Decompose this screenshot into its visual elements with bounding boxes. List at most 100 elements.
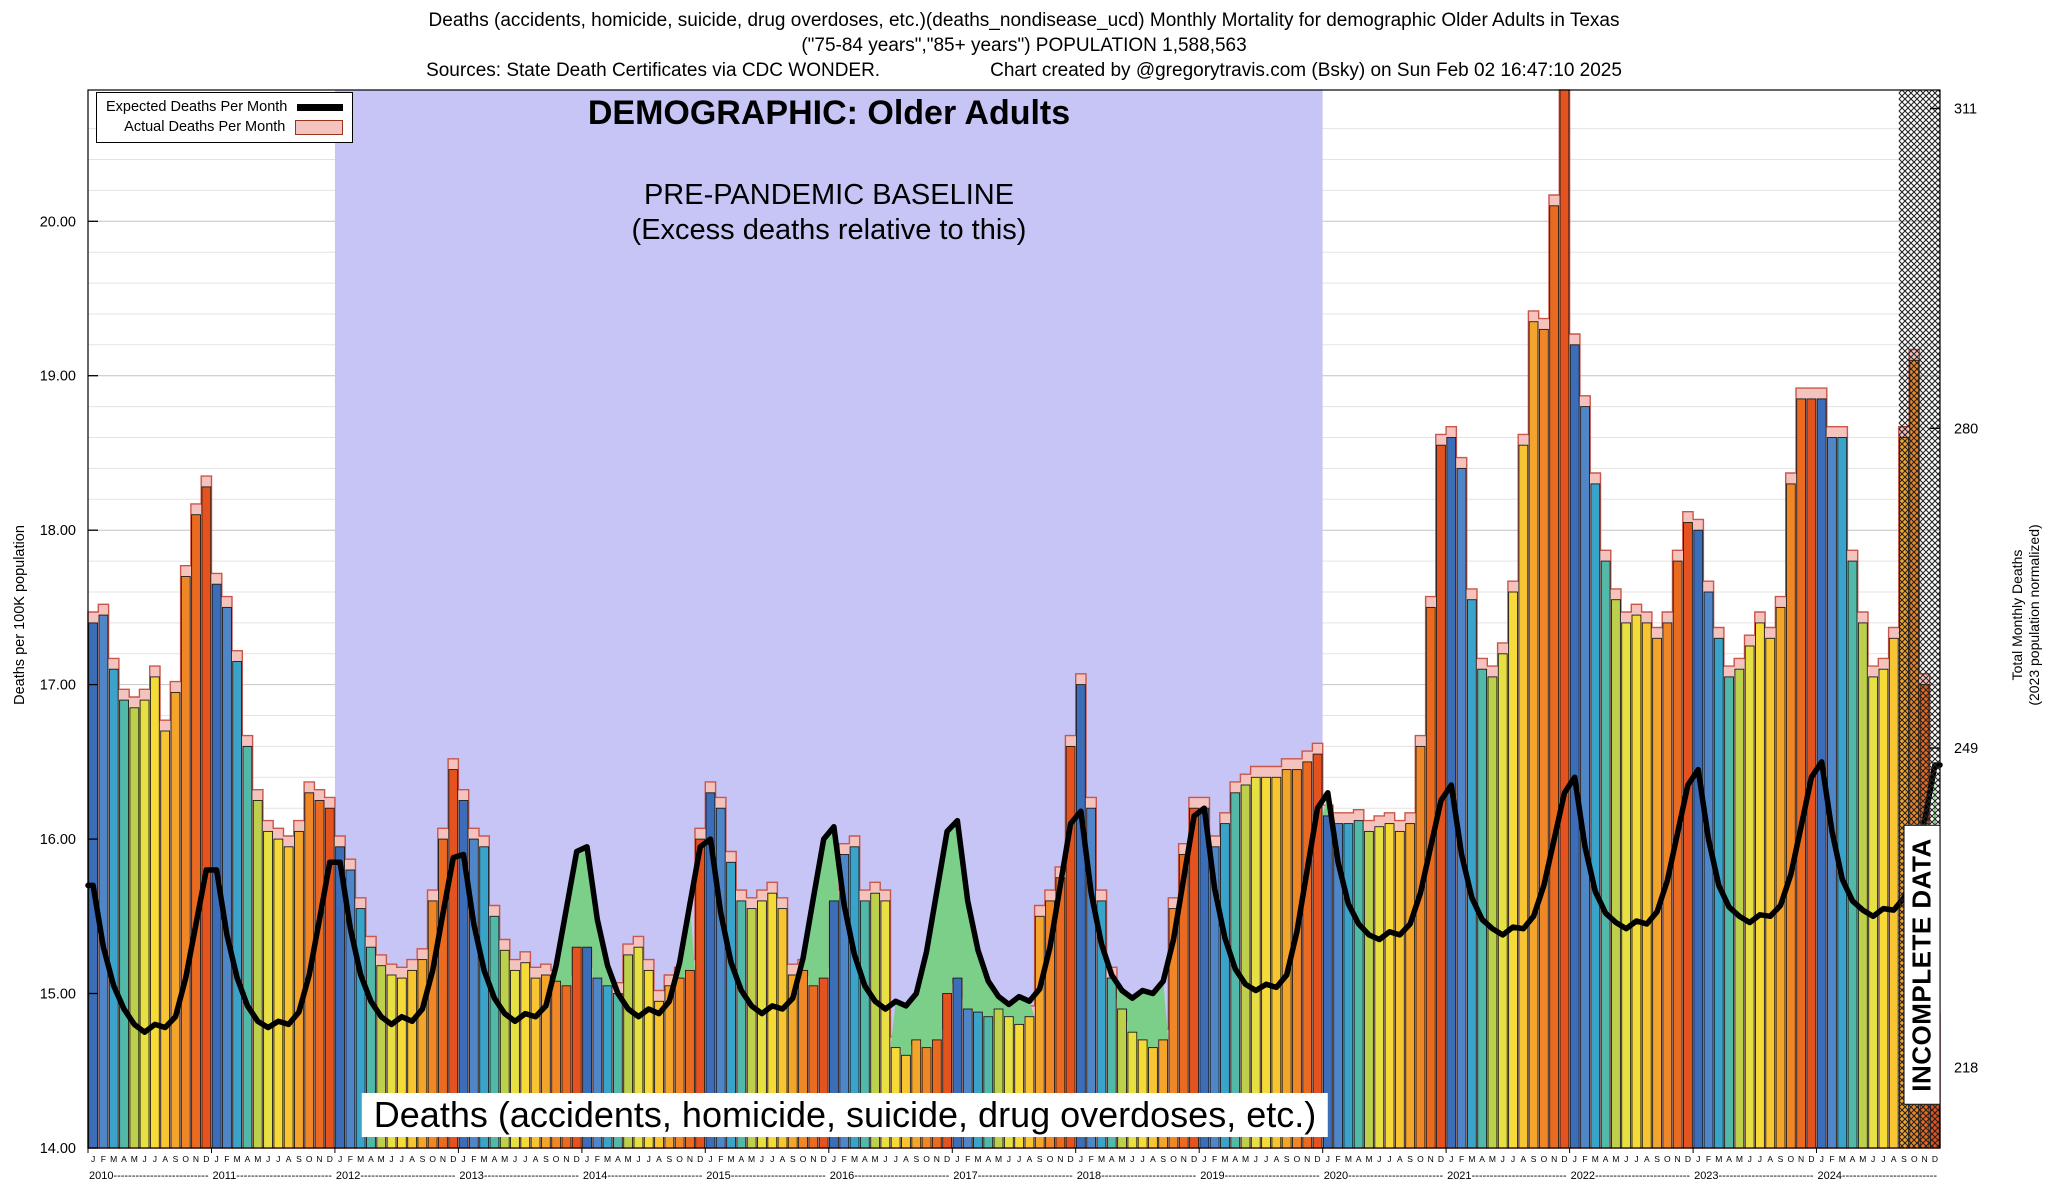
year-label: 2010-------------------------- [89,1170,209,1182]
month-tick-label: N [1551,1154,1557,1164]
month-tick-label: O [1047,1154,1054,1164]
month-tick-label: M [728,1154,735,1164]
month-tick-label: N [193,1154,199,1164]
month-tick-label: S [1037,1154,1043,1164]
month-tick-label: M [1489,1154,1496,1164]
month-tick-label: F [842,1154,847,1164]
bar [1292,769,1302,1149]
month-tick-label: D [944,1154,950,1164]
month-tick-label: J [636,1154,640,1164]
bar [1837,437,1848,1149]
month-tick-label: O [306,1154,313,1164]
month-tick-label: D [821,1154,827,1164]
bar [1374,826,1385,1149]
month-tick-label: F [1582,1154,1587,1164]
bar [1590,483,1601,1149]
baseline-label-line2: (Excess deaths relative to this) [631,214,1027,246]
year-label: 2016-------------------------- [830,1170,950,1182]
bar [1796,398,1807,1149]
bar [119,699,129,1149]
baseline-label-line1: PRE-PANDEMIC BASELINE [643,179,1015,211]
month-tick-label: M [604,1154,611,1164]
month-tick-label: A [1603,1154,1609,1164]
bar [324,807,335,1149]
month-tick-label: A [903,1154,909,1164]
month-tick-label: J [647,1154,651,1164]
bar [1693,529,1704,1149]
month-tick-label: J [1079,1154,1083,1164]
month-tick-label: F [718,1154,723,1164]
month-tick-label: J [523,1154,527,1164]
month-tick-label: F [224,1154,229,1164]
month-tick-label: N [1798,1154,1804,1164]
month-tick-label: A [1644,1154,1650,1164]
bar [108,668,119,1149]
month-tick-label: A [1850,1154,1856,1164]
bar [1549,205,1560,1149]
month-tick-label: J [1758,1154,1762,1164]
month-tick-label: F [1829,1154,1834,1164]
month-tick-label: S [173,1154,179,1164]
month-tick-label: J [1254,1154,1258,1164]
month-tick-label: N [563,1154,569,1164]
month-tick-label: N [1922,1154,1928,1164]
expected-line [85,759,1943,1035]
month-tick-label: S [543,1154,549,1164]
month-tick-label: D [1438,1154,1444,1164]
month-tick-label: M [378,1154,385,1164]
bar [1394,830,1405,1149]
month-tick-label: A [1356,1154,1362,1164]
year-label: 2013-------------------------- [459,1170,579,1182]
bar [1343,823,1354,1149]
bar [1559,89,1570,1149]
right-axis-title-line2: (2023 population normalized) [2026,524,2042,706]
bar [129,707,140,1149]
legend-actual-label: Actual Deaths Per Month [124,119,286,135]
baseline-label: PRE-PANDEMIC BASELINE (Excess deaths rel… [632,178,1027,248]
month-tick-label: M [1345,1154,1352,1164]
month-tick-label: J [1511,1154,1515,1164]
month-tick-label: A [368,1154,374,1164]
month-tick-label: O [429,1154,436,1164]
month-tick-label: J [1202,1154,1206,1164]
month-tick-label: M [625,1154,632,1164]
bar [211,583,222,1149]
month-tick-label: J [955,1154,959,1164]
bar [1755,622,1765,1149]
bar [170,691,181,1149]
month-tick-label: A [492,1154,498,1164]
month-tick-label: J [1696,1154,1700,1164]
bar [1734,668,1745,1149]
bar [1065,745,1076,1149]
year-label: 2015-------------------------- [706,1170,826,1182]
expected-line-swatch [297,103,344,111]
bar [1847,560,1858,1149]
bar [1600,560,1611,1149]
bar [1405,823,1416,1149]
month-tick-label: A [1232,1154,1238,1164]
actual-fill-swatch [295,119,344,135]
left-tick-label: 19.00 [40,369,76,385]
month-tick-label: D [1191,1154,1197,1164]
bar [1580,406,1590,1149]
month-tick-label: J [400,1154,404,1164]
month-tick-label: J [338,1154,342,1164]
bar [1569,344,1580,1149]
month-tick-label: J [1130,1154,1134,1164]
incomplete-data-label: INCOMPLETE DATA [1903,825,1941,1105]
year-label: 2024-------------------------- [1818,1170,1938,1182]
bar [242,745,253,1149]
month-tick-label: D [574,1154,580,1164]
bar [1744,645,1755,1149]
month-tick-label: M [1859,1154,1866,1164]
bar [314,800,325,1149]
month-tick-label: O [1417,1154,1424,1164]
month-tick-label: A [615,1154,621,1164]
month-tick-label: N [1675,1154,1681,1164]
month-tick-label: A [1109,1154,1115,1164]
month-tick-label: F [348,1154,353,1164]
bar [273,838,284,1149]
month-tick-label: M [131,1154,138,1164]
chart-header: Deaths (accidents, homicide, suicide, dr… [0,8,2048,83]
month-tick-label: O [1170,1154,1177,1164]
